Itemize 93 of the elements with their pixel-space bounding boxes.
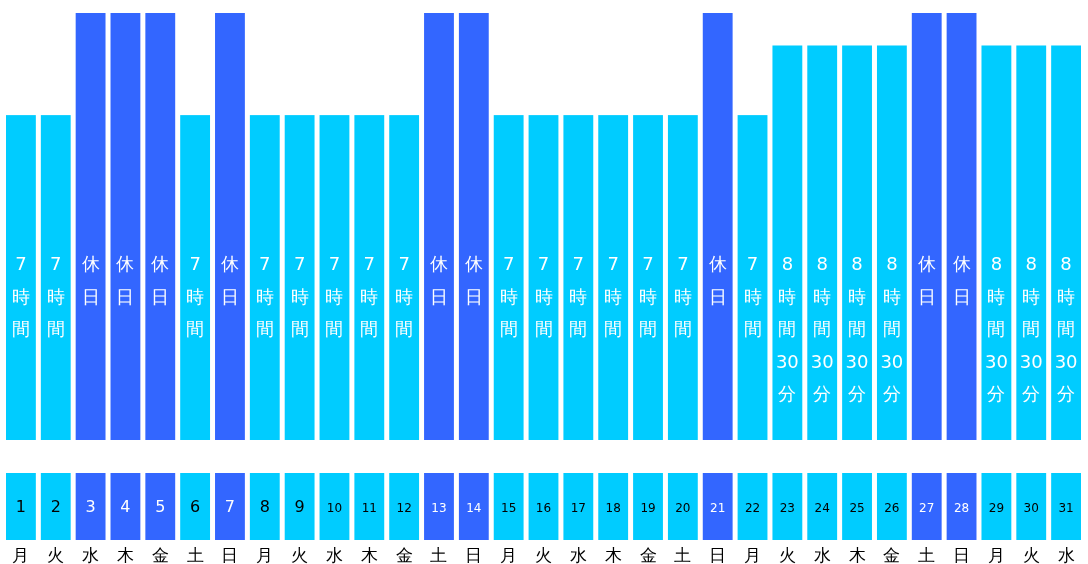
data-label: 休日 (81, 253, 100, 307)
x-tick-label: 16 (535, 501, 552, 515)
text: 金 (151, 545, 169, 564)
text: 火 (291, 545, 309, 564)
text: 水 (569, 545, 587, 564)
x-tick-label: 14 (466, 501, 482, 515)
data-label: 休日 (917, 253, 936, 307)
data-label: 7時間 (534, 253, 553, 339)
x-tick-label: 4 (120, 497, 131, 516)
data-label: 7時間 (46, 253, 65, 339)
x-tick-label: 30 (1023, 501, 1039, 515)
text: 火 (47, 545, 65, 564)
data-label: 7時間 (186, 253, 205, 339)
x-tick-label: 27 (919, 501, 935, 515)
text: 日 (465, 545, 483, 564)
data-label: 7時間 (395, 253, 414, 339)
x-tick-label: 23 (779, 501, 796, 515)
text: 金 (395, 545, 413, 564)
text: 月 (500, 545, 518, 564)
x-tick-label: 28 (953, 501, 970, 515)
text: 日 (221, 545, 239, 564)
text: 火 (778, 545, 796, 564)
text: 日 (953, 545, 971, 564)
data-label: 8時間30分 (775, 253, 799, 404)
x-tick-label: 20 (675, 501, 691, 515)
data-label: 7時間 (673, 253, 692, 339)
text: 土 (430, 545, 448, 564)
text: 水 (1057, 545, 1075, 564)
data-label: 7時間 (569, 253, 588, 339)
text: 月 (744, 545, 762, 564)
data-label: 7時間 (11, 253, 30, 339)
data-label: 7時間 (325, 253, 344, 339)
data-label: 7時間 (639, 253, 658, 339)
data-label: 休日 (151, 253, 170, 307)
x-tick-label: 13 (431, 501, 447, 515)
data-label: 8時間30分 (984, 253, 1008, 404)
text: 月 (12, 545, 30, 564)
text: 金 (883, 545, 901, 564)
x-tick-label: 22 (744, 501, 761, 515)
data-label: 休日 (116, 253, 135, 307)
text: 水 (325, 545, 343, 564)
x-tick-label: 19 (640, 501, 656, 515)
text: 木 (848, 545, 866, 564)
data-label: 休日 (220, 253, 239, 307)
data-label: 8時間30分 (1054, 253, 1078, 404)
text: 日 (709, 545, 727, 564)
data-label: 7時間 (360, 253, 379, 339)
x-tick-label: 2 (50, 497, 61, 516)
text: 土 (186, 545, 204, 564)
text: 火 (535, 545, 552, 564)
data-label: 7時間 (604, 253, 623, 339)
x-tick-label: 17 (570, 501, 586, 515)
text: 月 (256, 545, 274, 564)
data-label: 7時間 (255, 253, 274, 339)
text: 水 (82, 545, 100, 564)
x-tick-label: 25 (849, 501, 865, 515)
x-tick-label: 1 (15, 497, 27, 516)
x-tick-label: 18 (605, 501, 621, 515)
text: 木 (360, 545, 378, 564)
data-label: 7時間 (499, 253, 518, 339)
data-label: 休日 (952, 253, 971, 307)
text: 火 (1022, 545, 1040, 564)
data-label: 8時間30分 (880, 253, 904, 404)
x-tick-label: 8 (259, 497, 270, 516)
x-tick-label: 3 (85, 497, 96, 516)
text: 水 (813, 545, 831, 564)
x-tick-label: 10 (326, 501, 343, 515)
x-tick-label: 29 (988, 501, 1005, 515)
data-label: 8時間30分 (1019, 253, 1043, 404)
x-tick-label: 11 (361, 501, 377, 515)
data-label: 休日 (708, 253, 727, 307)
data-label: 休日 (429, 253, 448, 307)
x-tick-label: 26 (884, 501, 900, 515)
text: 月 (987, 545, 1005, 564)
data-label: 8時間30分 (810, 253, 834, 404)
x-tick-label: 12 (396, 501, 412, 515)
data-label: 7時間 (290, 253, 309, 339)
x-tick-label: 5 (155, 497, 166, 516)
x-tick-label: 6 (190, 497, 201, 516)
x-tick-label: 15 (501, 501, 517, 515)
x-tick-label: 9 (294, 497, 305, 516)
text: 土 (674, 545, 692, 564)
text: 土 (918, 545, 936, 564)
text: 金 (639, 545, 657, 564)
x-tick-label: 7 (224, 497, 236, 516)
x-tick-label: 21 (710, 501, 726, 515)
text: 木 (116, 545, 134, 564)
data-label: 7時間 (743, 253, 762, 339)
text: 木 (604, 545, 622, 564)
data-label: 休日 (464, 253, 483, 307)
x-tick-label: 31 (1058, 501, 1074, 515)
x-tick-label: 24 (814, 501, 830, 515)
data-label: 8時間30分 (845, 253, 869, 404)
